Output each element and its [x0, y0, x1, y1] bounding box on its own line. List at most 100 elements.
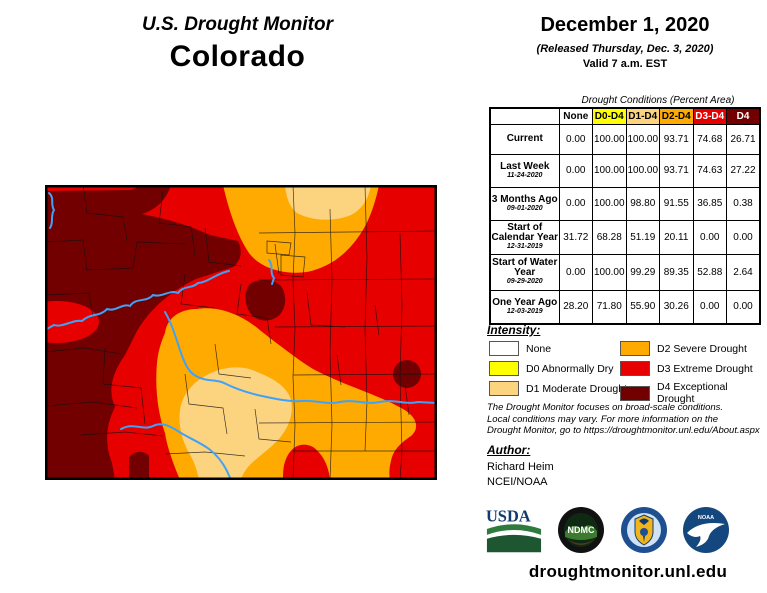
agency-logos: USDA NDMC NOAA [485, 506, 730, 554]
legend-item-d1: D1 Moderate Drought [489, 381, 627, 396]
row-date: 11-24-2020 [507, 171, 543, 179]
cell-value: 36.85 [692, 186, 727, 221]
disclaimer-line: Drought Monitor, go to https://droughtmo… [487, 425, 760, 436]
col-header-d0d4: D0-D4 [592, 107, 627, 125]
colorado-drought-map [15, 184, 438, 481]
table-row: 3 Months Ago 09-01-2020 0.00 100.00 98.8… [489, 186, 761, 221]
valid-time: Valid 7 a.m. EST [582, 58, 668, 70]
legend-label: D3 Extreme Drought [657, 362, 753, 375]
cell-value: 0.00 [692, 219, 727, 255]
cell-value: 0.00 [558, 153, 593, 188]
row-label: Start of Water Year [492, 257, 558, 278]
cell-value: 93.71 [659, 123, 694, 155]
cell-value: 0.00 [692, 289, 727, 325]
cell-value: 100.00 [625, 123, 660, 155]
col-header-d1d4: D1-D4 [625, 107, 660, 125]
cell-value: 100.00 [592, 253, 627, 291]
usda-logo: USDA [486, 506, 542, 553]
author-name: Richard Heim [487, 461, 554, 473]
table-row: Start of Water Year 09-29-2020 0.00 100.… [489, 253, 761, 291]
disclaimer-text: The Drought Monitor focuses on broad-sca… [487, 402, 760, 437]
legend-item-d2: D2 Severe Drought [620, 341, 747, 356]
cell-value: 74.68 [692, 123, 727, 155]
table-row: Last Week 11-24-2020 0.00 100.00 100.00 … [489, 153, 761, 188]
date-block: December 1, 2020 (Released Thursday, Dec… [485, 14, 765, 70]
table-row: One Year Ago 12-03-2019 28.20 71.80 55.9… [489, 289, 761, 325]
cell-value: 55.90 [625, 289, 660, 325]
legend-swatch-d4 [620, 385, 650, 401]
legend-swatch-d3 [620, 361, 650, 376]
cell-value: 93.71 [659, 153, 694, 188]
author-org: NCEI/NOAA [487, 476, 548, 488]
legend-label: None [526, 342, 552, 355]
col-header-d4: D4 [726, 107, 761, 125]
table-row: Start of Calendar Year 12-31-2019 31.72 … [489, 219, 761, 255]
table-caption: Drought Conditions (Percent Area) [581, 95, 735, 106]
row-date: 09-29-2020 [506, 278, 543, 285]
site-url: droughtmonitor.unl.edu [528, 562, 728, 581]
cell-value: 0.38 [726, 186, 761, 221]
cell-value: 0.00 [558, 186, 593, 221]
cell-value: 30.26 [659, 289, 694, 325]
legend-heading: Intensity: [487, 323, 541, 337]
commerce-logo [620, 507, 667, 553]
legend-swatch-d0 [489, 361, 519, 376]
cell-value: 0.00 [558, 123, 593, 155]
legend-label: D4 Exceptional Drought [657, 381, 728, 405]
legend-label: D1 Moderate Drought [526, 382, 627, 395]
legend-item-d3: D3 Extreme Drought [620, 361, 753, 376]
cell-value: 100.00 [592, 153, 627, 188]
cell-value: 71.80 [592, 289, 627, 325]
col-header-none: None [558, 107, 593, 125]
report-title: U.S. Drought Monitor [141, 14, 334, 35]
col-header-d2d4: D2-D4 [659, 107, 694, 125]
noaa-logo-text: NOAA [698, 515, 714, 521]
cell-value: 91.55 [659, 186, 694, 221]
map-date: December 1, 2020 [540, 14, 710, 36]
cell-value: 100.00 [592, 123, 627, 155]
cell-value: 31.72 [558, 219, 593, 255]
legend-item-none: None [489, 341, 551, 356]
cell-value: 99.29 [625, 253, 660, 291]
state-border [45, 185, 437, 480]
cell-value: 98.80 [625, 186, 660, 221]
disclaimer-line: The Drought Monitor focuses on broad-sca… [487, 402, 724, 413]
row-label: Last Week [500, 160, 550, 172]
cell-value: 52.88 [692, 253, 727, 291]
row-date: 09-01-2020 [506, 204, 543, 212]
table-header-row: None D0-D4 D1-D4 D2-D4 D3-D4 D4 [490, 107, 761, 125]
row-date: 12-31-2019 [506, 243, 543, 250]
ndmc-logo-text: NDMC [568, 525, 595, 535]
cell-value: 51.19 [625, 219, 660, 255]
cell-value: 28.20 [558, 289, 593, 325]
cell-value: 89.35 [659, 253, 694, 291]
cell-value: 100.00 [625, 153, 660, 188]
drought-conditions-table: None D0-D4 D1-D4 D2-D4 D3-D4 D4 Current … [489, 107, 761, 325]
cell-value: 20.11 [659, 219, 694, 255]
disclaimer-line: Local conditions may vary. For more info… [487, 413, 719, 425]
cell-value: 2.64 [726, 253, 761, 291]
author-heading: Author: [487, 443, 531, 457]
cell-value: 74.63 [692, 153, 727, 188]
row-date: 12-03-2019 [506, 307, 543, 315]
legend-label: D0 Abnormally Dry [526, 362, 614, 375]
state-name: Colorado [169, 40, 306, 73]
cell-value: 0.00 [558, 253, 593, 291]
cell-value: 27.22 [726, 153, 761, 188]
ndmc-logo: NDMC [558, 507, 605, 553]
row-label: Current [506, 133, 543, 144]
usda-logo-text: USDA [486, 506, 531, 525]
county-lines [44, 184, 438, 481]
cell-value: 68.28 [592, 219, 627, 255]
cell-value: 26.71 [726, 123, 761, 155]
table-row: Current 0.00 100.00 100.00 93.71 74.68 2… [489, 123, 761, 155]
legend-item-d0: D0 Abnormally Dry [489, 361, 614, 376]
drought-map-svg [15, 184, 438, 481]
cell-value: 0.00 [726, 219, 761, 255]
release-date: (Released Thursday, Dec. 3, 2020) [536, 43, 714, 55]
row-label: 3 Months Ago [491, 193, 558, 205]
legend-swatch-d1 [489, 381, 519, 396]
noaa-logo: NOAA [682, 507, 729, 553]
col-header-d3d4: D3-D4 [692, 107, 727, 125]
